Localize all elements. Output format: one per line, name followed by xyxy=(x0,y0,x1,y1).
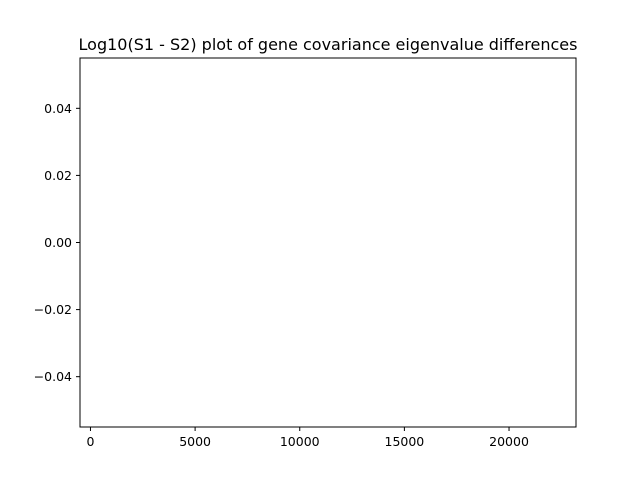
x-axis-ticks: 0 5000 10000 15000 20000 xyxy=(86,427,529,449)
y-tick-label: −0.02 xyxy=(34,302,72,317)
plot-area-frame xyxy=(79,57,577,428)
x-tick-label: 20000 xyxy=(489,434,529,449)
x-tick-label: 5000 xyxy=(179,434,211,449)
chart-title: Log10(S1 - S2) plot of gene covariance e… xyxy=(79,35,578,54)
y-tick-label: 0.00 xyxy=(44,235,72,250)
y-tick-label: 0.04 xyxy=(44,101,72,116)
x-tick-label: 10000 xyxy=(280,434,320,449)
x-tick-label: 0 xyxy=(86,434,94,449)
y-axis-ticks: 0.04 0.02 0.00 −0.02 −0.04 xyxy=(34,101,80,384)
y-tick-label: 0.02 xyxy=(44,168,72,183)
y-tick-label: −0.04 xyxy=(34,369,72,384)
x-tick-label: 15000 xyxy=(385,434,425,449)
